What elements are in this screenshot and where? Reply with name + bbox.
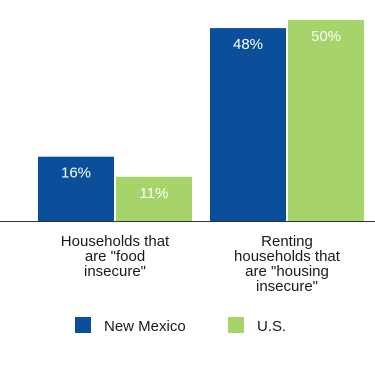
data-label-us-0: 11% [140,185,169,202]
data-labels-group: 16% 11% 48% 50% [61,28,341,202]
legend-swatch-new-mexico [75,317,91,333]
data-label-new-mexico-0: 16% [61,165,91,182]
data-label-us-1: 50% [311,28,341,45]
category-label-0: Households that are "food insecure" [61,233,170,280]
bar-new-mexico-1 [210,28,286,222]
bars-group [38,20,364,222]
legend-label-us: U.S. [257,318,286,335]
legend-label-new-mexico: New Mexico [104,318,186,335]
bar-us-1 [288,20,364,221]
category-labels-group: Households that are "food insecure" Renting… [61,233,341,295]
legend: New Mexico U.S. [75,317,286,335]
data-label-new-mexico-1: 48% [233,36,263,53]
category-label-1: Renting households that are "housing insecu… [234,233,341,295]
bar-us-0 [116,176,192,221]
bar-new-mexico-0 [38,156,114,221]
legend-swatch-us [228,317,244,333]
